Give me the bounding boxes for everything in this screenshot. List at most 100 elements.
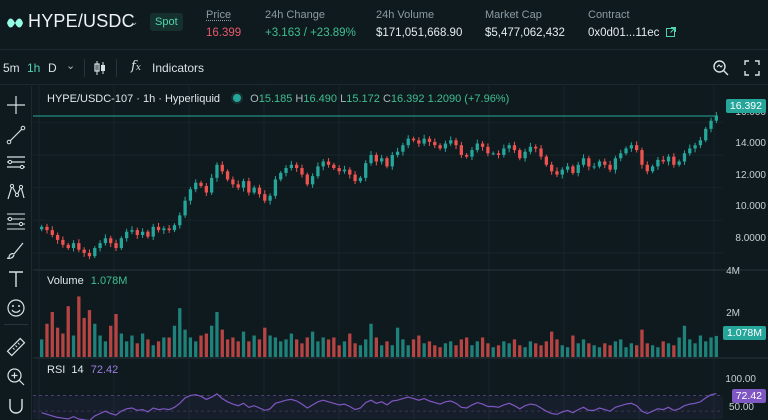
volume-bar xyxy=(645,343,649,357)
candle-body xyxy=(698,140,703,146)
rsi-axis-tick[interactable]: 50.00 xyxy=(728,402,754,413)
candle-body xyxy=(528,146,533,152)
search-icon[interactable] xyxy=(712,59,730,77)
candle-body xyxy=(183,200,187,216)
stat-market-cap-label: Market Cap xyxy=(485,9,542,21)
stat-24h-change: 24h Change +3.163 / +23.89% xyxy=(265,9,356,39)
stat-contract-value[interactable]: 0x0d01...11ec xyxy=(588,27,676,39)
price-axis-tick[interactable]: 8.0000 xyxy=(735,233,766,244)
volume-bar xyxy=(257,339,262,357)
indicators-button[interactable]: Indicators xyxy=(152,61,205,75)
candle-body xyxy=(422,138,426,144)
candle-body xyxy=(215,164,219,178)
candle-body xyxy=(475,143,479,151)
text-tool-icon[interactable] xyxy=(5,268,27,290)
volume-bar xyxy=(486,343,490,357)
volume-bar xyxy=(326,339,331,357)
rsi-label[interactable]: RSI xyxy=(47,364,66,376)
candle-body xyxy=(480,143,485,147)
pattern-icon[interactable] xyxy=(5,181,27,203)
volume-axis-tick[interactable]: 2M xyxy=(726,308,740,319)
brush-icon[interactable] xyxy=(5,239,27,261)
volume-bar xyxy=(650,345,655,357)
volume-bar xyxy=(135,343,139,357)
candle-body xyxy=(459,145,463,155)
volume-bar xyxy=(358,345,363,357)
legend-close: 16.392 xyxy=(390,93,425,105)
volume-bar xyxy=(82,317,86,357)
chart-legend: HYPE/USDC-107 · 1h · Hyperliquid O15.185… xyxy=(47,93,509,105)
price-axis-tick[interactable]: 14.000 xyxy=(735,138,766,149)
candle-body xyxy=(640,150,644,165)
volume-bar xyxy=(597,347,602,357)
interval-1h[interactable]: 1h xyxy=(27,61,41,75)
volume-label[interactable]: Volume xyxy=(47,275,84,287)
price-axis-tick[interactable]: 12.000 xyxy=(735,170,766,181)
candle-body xyxy=(523,151,527,159)
volume-bar xyxy=(316,341,320,357)
volume-bar xyxy=(348,333,352,357)
candle-body xyxy=(353,174,357,182)
emoji-icon[interactable] xyxy=(5,297,27,319)
candle-body xyxy=(284,168,288,173)
interval-5m[interactable]: 5m xyxy=(3,61,20,75)
magnet-icon[interactable] xyxy=(5,395,27,417)
candle-body xyxy=(225,171,230,180)
legend-title[interactable]: HYPE/USDC-107 · 1h · Hyperliquid xyxy=(47,93,221,105)
volume-bar xyxy=(528,341,533,357)
volume-bar xyxy=(390,345,394,357)
ruler-icon[interactable] xyxy=(5,336,27,358)
candle-body xyxy=(348,169,352,175)
volume-bar xyxy=(332,337,336,357)
trend-line-icon[interactable] xyxy=(5,124,27,146)
candle-body xyxy=(167,228,171,231)
candlestick-type-icon[interactable] xyxy=(93,60,107,76)
rsi-axis-tick[interactable]: 100.00 xyxy=(725,374,756,385)
zoom-in-icon[interactable] xyxy=(5,366,27,388)
candle-body xyxy=(709,120,713,129)
candle-body xyxy=(55,234,60,240)
candle-body xyxy=(624,148,628,154)
contract-address[interactable]: 0x0d01...11ec xyxy=(588,27,660,39)
volume-bar xyxy=(677,337,681,357)
volume-bar xyxy=(470,345,474,357)
volume-bar xyxy=(66,306,70,357)
stat-24h-change-label: 24h Change xyxy=(265,9,325,21)
volume-bar xyxy=(433,345,437,357)
fullscreen-icon[interactable] xyxy=(744,60,760,76)
candle-body xyxy=(236,184,240,188)
stat-price: Price 16.399 xyxy=(206,9,241,39)
indicators-fx-icon[interactable]: fx xyxy=(131,59,141,74)
horizontal-lines-icon[interactable] xyxy=(5,152,27,174)
candle-body xyxy=(50,230,54,235)
volume-bar xyxy=(502,341,506,357)
legend-change: 1.2090 (+7.96%) xyxy=(427,93,510,105)
market-header: HYPE/USDC ⌄ Spot Price 16.399 24h Change… xyxy=(0,0,768,50)
candle-body xyxy=(358,177,363,182)
volume-bar xyxy=(119,333,123,357)
candle-body xyxy=(273,179,278,196)
interval-d[interactable]: D xyxy=(48,61,57,75)
candle-body xyxy=(321,161,325,167)
volume-bar xyxy=(576,343,580,357)
candle-body xyxy=(449,140,453,144)
crosshair-icon[interactable] xyxy=(5,94,27,116)
interval-dropdown-chevron-icon[interactable]: ⌄ xyxy=(66,60,76,72)
volume-bar xyxy=(364,339,368,357)
candle-body xyxy=(650,166,655,172)
pair-selector-chevron-icon[interactable]: ⌄ xyxy=(130,17,139,28)
volume-bar xyxy=(507,343,511,357)
fib-retracement-icon[interactable] xyxy=(5,210,27,232)
stat-price-label[interactable]: Price xyxy=(206,9,232,21)
candle-body xyxy=(220,164,224,172)
pair-name[interactable]: HYPE/USDC xyxy=(28,11,135,31)
legend-visibility-icon[interactable] xyxy=(233,94,242,102)
price-axis-tick[interactable]: 10.000 xyxy=(735,201,766,212)
volume-bar xyxy=(61,333,65,357)
price-chart-canvas[interactable] xyxy=(33,86,768,420)
candle-body xyxy=(565,166,570,170)
volume-bar xyxy=(523,347,527,357)
external-link-icon[interactable] xyxy=(665,27,676,37)
volume-axis-tick[interactable]: 4M xyxy=(726,266,740,277)
chart-area[interactable]: HYPE/USDC-107 · 1h · Hyperliquid O15.185… xyxy=(33,86,768,420)
